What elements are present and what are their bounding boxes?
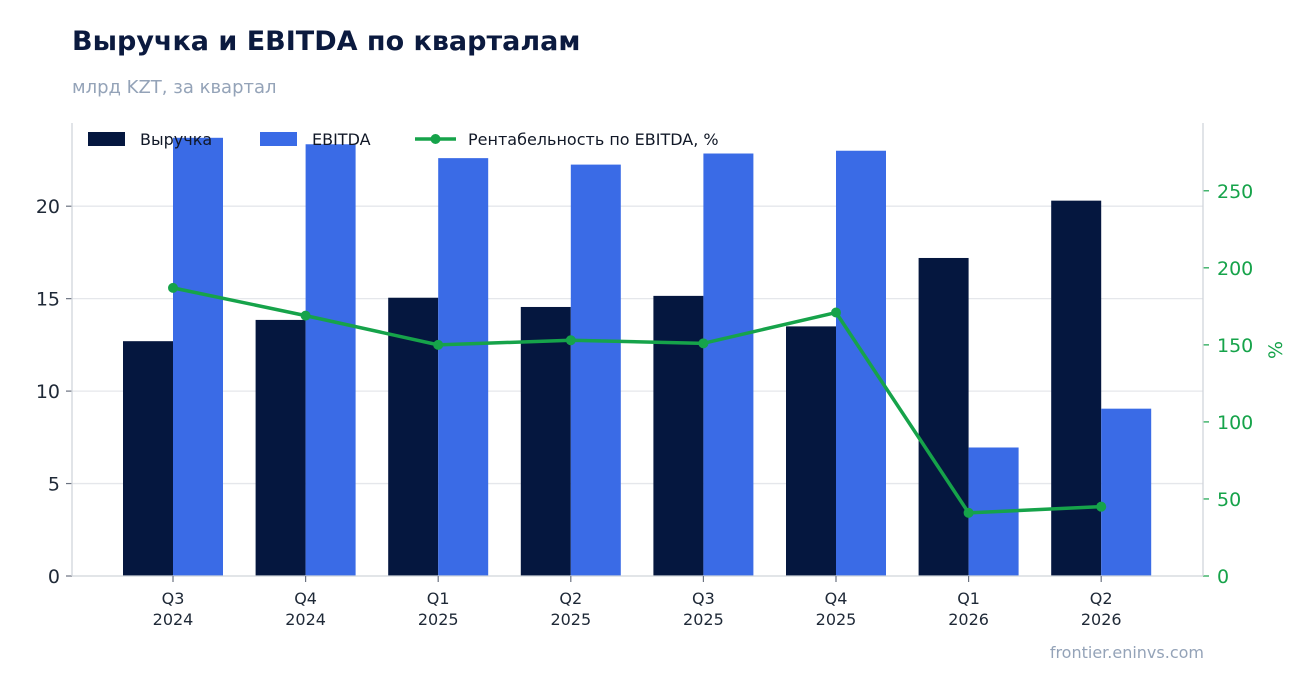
point-ebitda-margin — [433, 339, 444, 350]
bar-revenue — [520, 306, 571, 576]
x-tick-label-quarter: Q3 — [162, 589, 185, 608]
bar-revenue — [653, 295, 704, 576]
x-tick-label-quarter: Q4 — [294, 589, 317, 608]
x-tick-label-year: 2025 — [550, 610, 591, 629]
y-right-tick-label: 0 — [1217, 566, 1229, 588]
bar-ebitda — [173, 137, 223, 576]
bar-revenue — [123, 341, 173, 576]
bar-ebitda — [703, 153, 754, 576]
point-ebitda-margin — [565, 335, 576, 346]
point-ebitda-margin — [963, 507, 974, 518]
legend-label-margin: Рентабельность по EBITDA, % — [468, 130, 719, 149]
source-watermark: frontier.eninvs.com — [1049, 643, 1204, 662]
bar-ebitda — [570, 164, 621, 576]
x-tick-label-year: 2024 — [285, 610, 326, 629]
y-right-tick-label: 50 — [1217, 489, 1241, 511]
x-tick-label-quarter: Q1 — [957, 589, 980, 608]
x-tick-label-year: 2026 — [948, 610, 989, 629]
y-right-axis-label: % — [1265, 341, 1287, 359]
legend-swatch-revenue — [88, 132, 125, 146]
point-ebitda-margin — [698, 338, 709, 349]
y-left-tick-label: 10 — [36, 381, 60, 403]
bar-revenue — [255, 319, 306, 576]
y-right-tick-label: 250 — [1217, 181, 1253, 203]
point-ebitda-margin — [300, 310, 311, 321]
legend-label-ebitda: EBITDA — [312, 130, 371, 149]
y-left-tick-label: 20 — [36, 196, 60, 218]
bar-revenue — [1051, 200, 1102, 576]
x-tick-label-quarter: Q2 — [1090, 589, 1113, 608]
line-ebitda-margin — [172, 286, 1102, 515]
x-tick-label-year: 2025 — [816, 610, 857, 629]
y-right-tick-label: 100 — [1217, 412, 1253, 434]
y-right-tick-label: 150 — [1217, 335, 1253, 357]
point-ebitda-margin — [168, 282, 178, 293]
y-left-tick-label: 0 — [48, 566, 60, 588]
legend-swatch-ebitda — [260, 132, 297, 146]
x-tick-label-year: 2025 — [418, 610, 459, 629]
point-ebitda-margin — [831, 307, 841, 318]
point-ebitda-margin — [1096, 501, 1107, 512]
bar-ebitda — [1101, 408, 1152, 576]
x-tick-label-year: 2024 — [153, 610, 194, 629]
legend-marker-margin — [430, 134, 441, 144]
y-right-tick-label: 200 — [1217, 258, 1253, 280]
x-tick-label-quarter: Q4 — [825, 589, 848, 608]
chart-title: Выручка и EBITDA по кварталам — [72, 26, 581, 57]
y-left-tick-label: 15 — [36, 289, 60, 311]
bar-revenue — [918, 257, 969, 576]
legend-label-revenue: Выручка — [140, 130, 212, 149]
bar-revenue — [786, 326, 836, 576]
bar-ebitda — [836, 150, 886, 577]
x-tick-label-year: 2025 — [683, 610, 724, 629]
chart-subtitle: млрд KZT, за квартал — [72, 77, 277, 98]
y-left-tick-label: 5 — [48, 474, 60, 496]
x-tick-label-quarter: Q2 — [559, 589, 582, 608]
x-tick-label-year: 2026 — [1081, 610, 1122, 629]
bar-ebitda — [305, 144, 356, 577]
x-tick-label-quarter: Q3 — [692, 589, 715, 608]
x-tick-label-quarter: Q1 — [427, 589, 450, 608]
bar-ebitda — [438, 158, 489, 576]
